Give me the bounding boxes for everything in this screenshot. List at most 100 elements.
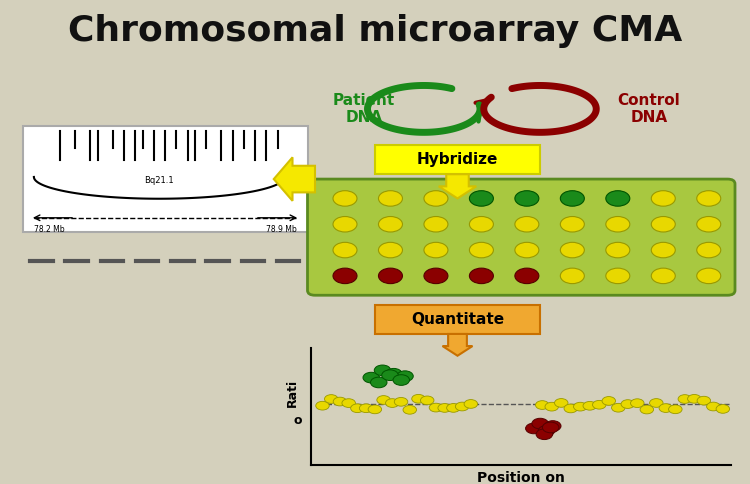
Text: Position on
Sequence: Position on Sequence: [477, 471, 566, 484]
Circle shape: [583, 401, 596, 410]
Circle shape: [363, 372, 380, 383]
Circle shape: [650, 399, 663, 408]
Circle shape: [621, 400, 634, 408]
Circle shape: [560, 216, 584, 232]
Circle shape: [574, 402, 587, 411]
Circle shape: [514, 216, 538, 232]
Circle shape: [470, 216, 494, 232]
Text: Bq21.1: Bq21.1: [145, 176, 174, 185]
Circle shape: [536, 429, 553, 439]
Circle shape: [545, 402, 559, 411]
Circle shape: [651, 268, 675, 284]
Circle shape: [536, 401, 549, 409]
Circle shape: [554, 399, 568, 408]
Circle shape: [424, 268, 448, 284]
Circle shape: [403, 406, 416, 414]
Circle shape: [421, 396, 434, 405]
Circle shape: [374, 365, 391, 376]
Circle shape: [386, 368, 402, 379]
Circle shape: [464, 400, 478, 408]
FancyArrow shape: [442, 334, 472, 356]
Circle shape: [379, 268, 403, 284]
Circle shape: [602, 396, 616, 405]
Circle shape: [379, 216, 403, 232]
Circle shape: [697, 216, 721, 232]
Circle shape: [514, 242, 538, 258]
Circle shape: [688, 394, 701, 403]
Circle shape: [611, 403, 625, 412]
Circle shape: [697, 396, 710, 405]
Circle shape: [606, 191, 630, 206]
Circle shape: [631, 399, 644, 408]
Circle shape: [564, 404, 578, 413]
Circle shape: [697, 268, 721, 284]
Circle shape: [333, 216, 357, 232]
Circle shape: [351, 404, 364, 412]
Text: 78.9 Mb: 78.9 Mb: [266, 225, 296, 234]
Circle shape: [316, 401, 329, 410]
Circle shape: [333, 191, 357, 206]
Text: Hybridize: Hybridize: [417, 152, 498, 167]
Circle shape: [412, 394, 425, 403]
Text: 78.2 Mb: 78.2 Mb: [34, 225, 64, 234]
Circle shape: [333, 397, 346, 406]
FancyArrow shape: [439, 174, 476, 198]
Circle shape: [394, 397, 408, 406]
Circle shape: [678, 394, 692, 403]
Circle shape: [651, 216, 675, 232]
Text: Control
DNA: Control DNA: [617, 93, 680, 125]
Circle shape: [429, 403, 442, 412]
Circle shape: [379, 191, 403, 206]
Circle shape: [333, 268, 357, 284]
Circle shape: [376, 395, 390, 404]
Circle shape: [560, 242, 584, 258]
Circle shape: [470, 191, 494, 206]
Circle shape: [325, 394, 338, 403]
Circle shape: [697, 191, 721, 206]
Circle shape: [659, 404, 673, 412]
Circle shape: [382, 370, 398, 380]
Circle shape: [514, 191, 538, 206]
Circle shape: [651, 242, 675, 258]
Circle shape: [370, 377, 387, 388]
Circle shape: [393, 375, 410, 385]
Circle shape: [342, 399, 355, 408]
Text: Quantitate: Quantitate: [411, 312, 504, 327]
FancyArrow shape: [274, 157, 315, 201]
Circle shape: [333, 242, 357, 258]
Text: Patient
DNA: Patient DNA: [333, 93, 394, 125]
Circle shape: [544, 421, 561, 431]
Circle shape: [424, 191, 448, 206]
Circle shape: [447, 404, 460, 412]
Circle shape: [592, 400, 606, 409]
Circle shape: [386, 399, 399, 408]
FancyBboxPatch shape: [375, 305, 540, 334]
Circle shape: [606, 242, 630, 258]
Circle shape: [470, 242, 494, 258]
Circle shape: [560, 268, 584, 284]
Circle shape: [560, 191, 584, 206]
FancyBboxPatch shape: [308, 179, 735, 295]
Circle shape: [640, 405, 653, 414]
Circle shape: [379, 242, 403, 258]
Text: Chromosomal microarray CMA: Chromosomal microarray CMA: [68, 15, 682, 48]
Circle shape: [706, 402, 720, 411]
Circle shape: [514, 268, 538, 284]
Circle shape: [532, 418, 548, 429]
Text: Rati: Rati: [286, 378, 299, 407]
Circle shape: [470, 268, 494, 284]
Circle shape: [526, 423, 542, 434]
Circle shape: [397, 371, 413, 381]
Circle shape: [606, 268, 630, 284]
Circle shape: [438, 404, 452, 412]
Circle shape: [606, 216, 630, 232]
Circle shape: [538, 425, 555, 436]
Circle shape: [542, 422, 559, 433]
FancyBboxPatch shape: [375, 145, 540, 174]
FancyBboxPatch shape: [22, 126, 308, 232]
Circle shape: [368, 405, 382, 414]
Circle shape: [697, 242, 721, 258]
Circle shape: [424, 216, 448, 232]
Circle shape: [668, 405, 682, 414]
Circle shape: [424, 242, 448, 258]
